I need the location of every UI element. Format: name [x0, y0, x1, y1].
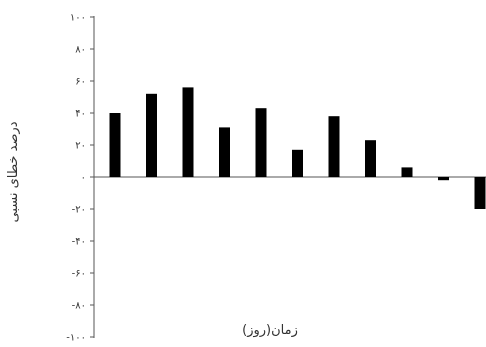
bar-day-6: [292, 149, 303, 177]
y-tick-label: ۱۰۰: [70, 13, 86, 24]
y-tick-label: -۸۰: [72, 301, 86, 312]
x-axis-label: زمان(روز): [242, 323, 298, 338]
bar-day-5: [255, 108, 267, 177]
y-tick-label: -۴۰: [72, 237, 86, 248]
y-tick-label: ۸۰: [75, 45, 86, 56]
y-tick-label: -۲۰: [72, 205, 86, 216]
bar-day-3: [182, 87, 194, 177]
y-tick-label: ۴۰: [75, 109, 86, 120]
y-tick-label: ۲۰: [75, 141, 86, 152]
bar-day-10: [438, 177, 449, 181]
bar-day-11: [474, 177, 486, 209]
y-tick-label: ۰: [81, 173, 86, 184]
y-tick-label: -۱۰۰: [66, 333, 86, 344]
bar-day-8: [365, 140, 376, 177]
y-tick-label: -۶۰: [72, 269, 86, 280]
bar-day-4: [219, 127, 230, 177]
bar-day-7: [328, 116, 340, 177]
y-tick-label: ۶۰: [75, 77, 86, 88]
bar-day-9: [401, 167, 413, 177]
bars: [109, 87, 486, 209]
y-axis-label: درصد خطای نسبی: [6, 121, 21, 222]
bar-day-1: [109, 113, 121, 177]
y-ticks: ۱۰۰ ۸۰ ۶۰ ۴۰ ۲۰ ۰ -۲۰ -۴۰ -۶۰ -۸۰ -۱۰۰: [66, 13, 94, 344]
bar-day-2: [146, 93, 157, 177]
